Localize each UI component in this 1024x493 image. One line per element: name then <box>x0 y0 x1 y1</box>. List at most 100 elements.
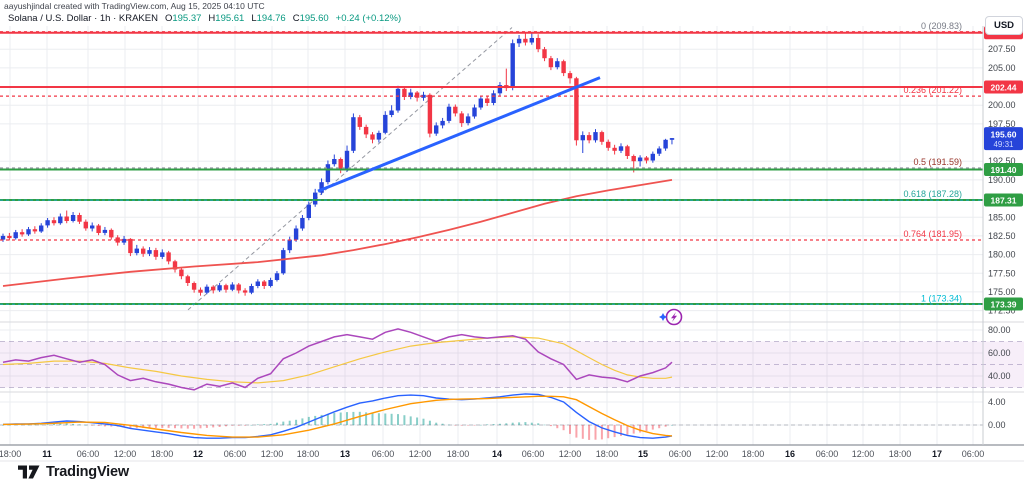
svg-text:49:31: 49:31 <box>993 140 1014 149</box>
flash-watermark-icon <box>659 308 683 326</box>
fib-retracement-lines[interactable] <box>0 31 983 305</box>
svg-text:17: 17 <box>932 449 942 459</box>
last-price-badge <box>984 127 1023 151</box>
svg-text:191.40: 191.40 <box>991 165 1017 175</box>
candle <box>510 43 515 88</box>
candle <box>115 237 120 243</box>
candle <box>141 248 146 254</box>
candle <box>153 250 159 257</box>
candle <box>306 204 311 218</box>
candle <box>7 235 12 239</box>
candle <box>606 141 611 148</box>
time-axis[interactable]: 18:00 11 06:00 12:00 18:00 12 06:00 12:00 18:00 1… <box>0 449 984 459</box>
symbol-legend[interactable]: Solana / U.S. Dollar · 1h · KRAKEN O195.… <box>8 13 401 24</box>
candle <box>516 38 522 44</box>
candle <box>128 238 133 254</box>
tradingview-logo[interactable]: TradingView <box>18 464 129 480</box>
svg-text:0.00: 0.00 <box>988 420 1006 430</box>
svg-text:18:00: 18:00 <box>151 449 174 459</box>
candle <box>663 139 668 149</box>
candle <box>555 61 560 68</box>
candle <box>644 157 649 161</box>
fib-label: 0 (209.83) <box>921 21 962 31</box>
candle <box>90 225 95 229</box>
candle <box>383 114 388 133</box>
candle <box>198 289 203 293</box>
credit-line: aayushjindal created with TradingView.co… <box>4 1 265 11</box>
candle <box>147 250 152 254</box>
macd-indicator <box>0 393 983 440</box>
price-axis[interactable]: 207.50 205.00 200.00 197.50 192.50 190.00 185.… <box>988 44 1016 430</box>
fib-label: 0.764 (181.95) <box>903 229 962 239</box>
svg-text:197.50: 197.50 <box>988 119 1016 129</box>
svg-text:202.44: 202.44 <box>991 83 1017 93</box>
tradingview-logo-text: TradingView <box>46 464 129 480</box>
candle <box>319 182 324 193</box>
candle <box>370 134 375 140</box>
svg-text:12:00: 12:00 <box>559 449 582 459</box>
candle <box>121 238 127 243</box>
svg-text:40.00: 40.00 <box>988 371 1011 381</box>
candle <box>523 38 528 43</box>
candle <box>414 92 420 98</box>
candle <box>13 232 18 239</box>
blue-trendline[interactable] <box>317 76 601 193</box>
svg-text:182.50: 182.50 <box>988 231 1016 241</box>
svg-text:60.00: 60.00 <box>988 348 1011 358</box>
candle <box>191 283 197 290</box>
svg-text:12:00: 12:00 <box>706 449 729 459</box>
candle <box>657 148 662 154</box>
svg-text:192.50: 192.50 <box>988 156 1016 166</box>
svg-text:80.00: 80.00 <box>988 325 1011 335</box>
candle <box>618 146 624 151</box>
candle <box>77 215 82 222</box>
candle <box>185 276 190 283</box>
fib-label: 0.236 (201.22) <box>903 85 962 95</box>
svg-text:06:00: 06:00 <box>224 449 247 459</box>
candle <box>485 98 490 103</box>
candle <box>242 290 248 293</box>
candle <box>300 218 305 229</box>
candle <box>217 285 222 291</box>
svg-text:12: 12 <box>193 449 203 459</box>
candle <box>440 120 445 126</box>
candle <box>402 88 407 97</box>
svg-text:18:00: 18:00 <box>297 449 320 459</box>
svg-text:15: 15 <box>638 449 648 459</box>
rsi-ma-line <box>2 336 673 384</box>
svg-text:16: 16 <box>785 449 795 459</box>
svg-text:175.00: 175.00 <box>988 287 1016 297</box>
candle <box>58 216 63 224</box>
candle <box>26 229 31 235</box>
candle <box>351 117 356 151</box>
svg-text:18:00: 18:00 <box>447 449 470 459</box>
svg-text:12:00: 12:00 <box>261 449 284 459</box>
candle <box>325 164 331 183</box>
ohlc-close: C195.60 <box>292 13 329 24</box>
candle <box>637 157 643 162</box>
candle <box>96 225 101 233</box>
candlestick-series[interactable] <box>0 32 675 296</box>
candle <box>230 284 235 290</box>
svg-text:12:00: 12:00 <box>409 449 432 459</box>
pane-separators[interactable] <box>0 26 1024 462</box>
symbol-title[interactable]: Solana / U.S. Dollar · 1h · KRAKEN <box>8 13 158 24</box>
candle <box>51 220 57 224</box>
svg-text:18:00: 18:00 <box>742 449 765 459</box>
candle <box>344 150 350 171</box>
svg-text:172.50: 172.50 <box>988 306 1016 316</box>
candle <box>287 239 292 251</box>
candle <box>408 92 413 97</box>
candle <box>536 38 541 50</box>
candle <box>650 153 655 161</box>
candle <box>491 93 496 103</box>
candle <box>395 88 401 111</box>
svg-text:177.50: 177.50 <box>988 268 1016 278</box>
currency-toggle-button[interactable]: USD <box>985 16 1023 35</box>
candle <box>625 146 630 156</box>
rsi-band <box>0 341 1024 388</box>
candle <box>109 229 114 238</box>
candle <box>211 286 216 291</box>
svg-text:12:00: 12:00 <box>114 449 137 459</box>
